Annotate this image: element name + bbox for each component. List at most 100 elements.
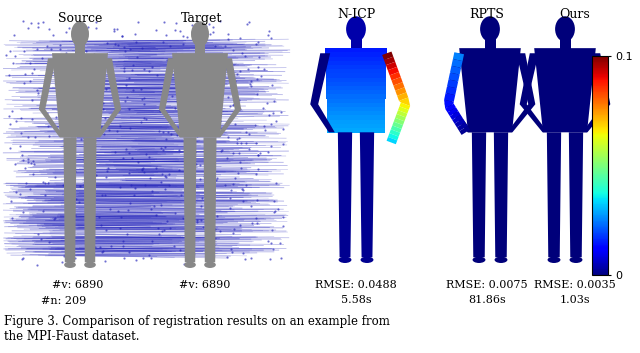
- Polygon shape: [520, 53, 548, 132]
- Text: RMSE: 0.0075: RMSE: 0.0075: [446, 280, 528, 290]
- Bar: [195, 44, 205, 54]
- Text: #v: 6890: #v: 6890: [179, 280, 230, 290]
- Text: RPTS: RPTS: [470, 8, 504, 21]
- Polygon shape: [204, 137, 216, 262]
- Polygon shape: [389, 129, 400, 137]
- Polygon shape: [444, 93, 455, 102]
- Ellipse shape: [360, 257, 373, 263]
- Bar: [326, 61, 387, 65]
- Polygon shape: [445, 53, 473, 132]
- Ellipse shape: [548, 257, 561, 263]
- Polygon shape: [451, 59, 463, 68]
- Bar: [326, 78, 386, 82]
- Ellipse shape: [184, 262, 196, 268]
- Polygon shape: [444, 100, 454, 109]
- Polygon shape: [494, 132, 508, 257]
- Polygon shape: [387, 137, 397, 144]
- Polygon shape: [398, 106, 409, 114]
- Polygon shape: [460, 48, 521, 132]
- Polygon shape: [399, 102, 410, 110]
- Text: Figure 3. Comparison of registration results on an example from: Figure 3. Comparison of registration res…: [4, 315, 390, 328]
- Bar: [327, 107, 385, 112]
- Polygon shape: [397, 92, 408, 101]
- Polygon shape: [457, 122, 468, 131]
- Ellipse shape: [71, 21, 89, 47]
- Ellipse shape: [346, 16, 366, 42]
- Polygon shape: [52, 53, 108, 137]
- Polygon shape: [338, 132, 352, 257]
- Polygon shape: [397, 110, 407, 118]
- Polygon shape: [95, 58, 121, 137]
- Polygon shape: [360, 132, 374, 257]
- Text: 5.58s: 5.58s: [340, 295, 371, 305]
- Bar: [326, 73, 386, 78]
- Polygon shape: [569, 132, 583, 257]
- Polygon shape: [395, 114, 406, 121]
- Polygon shape: [184, 137, 196, 262]
- Polygon shape: [39, 58, 65, 137]
- Polygon shape: [216, 58, 241, 137]
- Bar: [75, 44, 85, 54]
- Polygon shape: [384, 56, 395, 65]
- Polygon shape: [83, 137, 97, 262]
- Ellipse shape: [555, 16, 575, 42]
- Ellipse shape: [339, 257, 351, 263]
- Polygon shape: [388, 67, 399, 75]
- Text: the MPI-Faust dataset.: the MPI-Faust dataset.: [4, 330, 140, 343]
- Ellipse shape: [84, 262, 96, 268]
- Bar: [326, 90, 386, 95]
- Text: RMSE: 0.0488: RMSE: 0.0488: [315, 280, 397, 290]
- Bar: [326, 69, 387, 74]
- Ellipse shape: [480, 16, 500, 42]
- Bar: [327, 124, 385, 128]
- Bar: [325, 52, 387, 57]
- Text: #v: 6890: #v: 6890: [52, 280, 104, 290]
- Ellipse shape: [204, 262, 216, 268]
- Text: Ours: Ours: [559, 8, 590, 21]
- Polygon shape: [399, 97, 410, 106]
- Bar: [325, 56, 387, 61]
- Polygon shape: [447, 107, 458, 116]
- Bar: [325, 48, 387, 53]
- Bar: [327, 120, 385, 124]
- Bar: [326, 65, 387, 70]
- Text: Target: Target: [181, 12, 223, 25]
- Text: 1.03s: 1.03s: [560, 295, 590, 305]
- Polygon shape: [454, 119, 465, 127]
- Polygon shape: [388, 133, 399, 140]
- Text: RMSE: 0.0035: RMSE: 0.0035: [534, 280, 616, 290]
- Bar: [327, 111, 385, 116]
- Bar: [326, 98, 385, 103]
- Polygon shape: [391, 125, 401, 133]
- Polygon shape: [582, 53, 611, 132]
- Text: 81.86s: 81.86s: [468, 295, 506, 305]
- Bar: [326, 86, 386, 91]
- Text: #n: 209: #n: 209: [42, 296, 86, 306]
- Polygon shape: [449, 73, 460, 82]
- Bar: [351, 39, 362, 49]
- Polygon shape: [159, 58, 184, 137]
- Bar: [326, 82, 386, 86]
- Polygon shape: [547, 132, 561, 257]
- Polygon shape: [390, 72, 401, 80]
- Polygon shape: [452, 115, 463, 124]
- Bar: [327, 128, 385, 133]
- Polygon shape: [392, 122, 403, 129]
- Polygon shape: [392, 77, 403, 85]
- Bar: [484, 39, 495, 49]
- Bar: [326, 103, 385, 108]
- Polygon shape: [63, 137, 77, 262]
- Polygon shape: [450, 66, 461, 75]
- Bar: [559, 39, 570, 49]
- Polygon shape: [172, 53, 228, 137]
- Polygon shape: [445, 86, 457, 95]
- Text: Source: Source: [58, 12, 102, 25]
- Polygon shape: [394, 118, 404, 125]
- Polygon shape: [453, 52, 464, 61]
- Polygon shape: [472, 132, 486, 257]
- Polygon shape: [534, 48, 596, 132]
- Polygon shape: [450, 111, 461, 120]
- Bar: [326, 95, 385, 99]
- Polygon shape: [445, 103, 456, 113]
- Ellipse shape: [64, 262, 76, 268]
